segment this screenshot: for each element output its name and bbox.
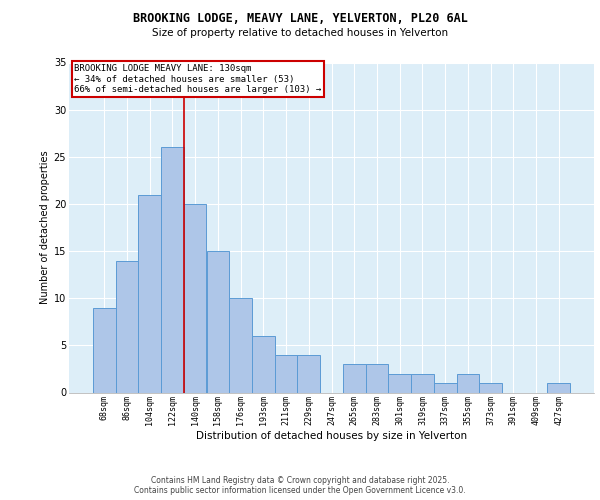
Bar xyxy=(479,383,502,392)
Bar xyxy=(229,298,252,392)
Bar xyxy=(206,251,229,392)
X-axis label: Distribution of detached houses by size in Yelverton: Distribution of detached houses by size … xyxy=(196,431,467,441)
Bar xyxy=(298,355,320,393)
Bar xyxy=(434,383,457,392)
Text: BROOKING LODGE, MEAVY LANE, YELVERTON, PL20 6AL: BROOKING LODGE, MEAVY LANE, YELVERTON, P… xyxy=(133,12,467,26)
Bar xyxy=(388,374,411,392)
Bar xyxy=(457,374,479,392)
Bar xyxy=(365,364,388,392)
Y-axis label: Number of detached properties: Number of detached properties xyxy=(40,150,50,304)
Bar xyxy=(547,383,570,392)
Bar xyxy=(184,204,206,392)
Bar xyxy=(343,364,365,392)
Bar xyxy=(252,336,275,392)
Text: BROOKING LODGE MEAVY LANE: 130sqm
← 34% of detached houses are smaller (53)
66% : BROOKING LODGE MEAVY LANE: 130sqm ← 34% … xyxy=(74,64,322,94)
Text: Size of property relative to detached houses in Yelverton: Size of property relative to detached ho… xyxy=(152,28,448,38)
Bar xyxy=(93,308,116,392)
Text: Contains HM Land Registry data © Crown copyright and database right 2025.
Contai: Contains HM Land Registry data © Crown c… xyxy=(134,476,466,495)
Bar xyxy=(116,260,139,392)
Bar xyxy=(411,374,434,392)
Bar xyxy=(161,148,184,392)
Bar xyxy=(139,194,161,392)
Bar xyxy=(275,355,298,393)
